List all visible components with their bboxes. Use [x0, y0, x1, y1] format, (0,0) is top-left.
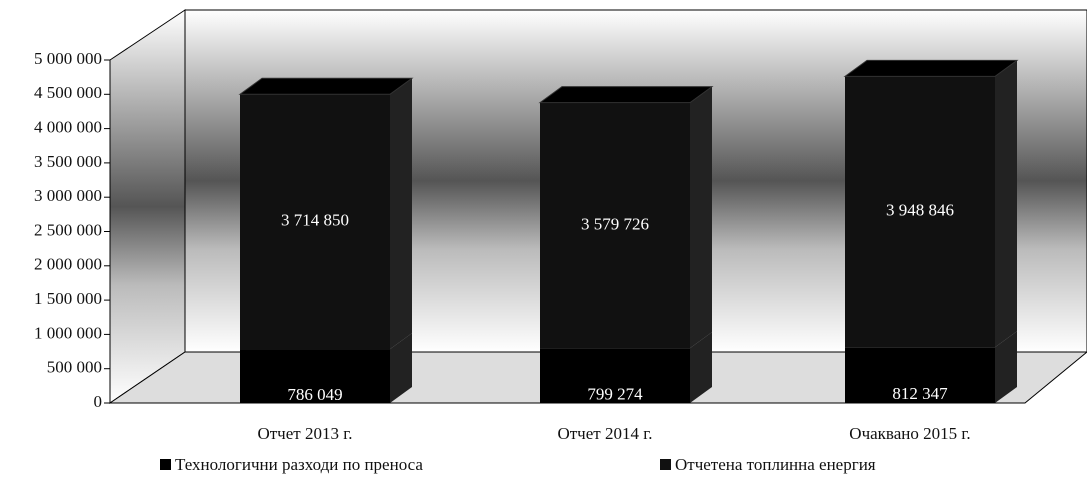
bar: [845, 76, 995, 348]
bar-top: [843, 59, 1019, 77]
data-label: 3 948 846: [886, 201, 954, 220]
y-tick-label: 2 500 000: [34, 220, 102, 239]
bar: [240, 94, 390, 350]
bar-side: [995, 60, 1017, 348]
bar-side: [690, 332, 712, 403]
x-tick-label: Отчет 2014 г.: [557, 424, 652, 443]
side-wall: [109, 9, 186, 404]
bar: [240, 349, 390, 403]
y-tick-label: 0: [94, 392, 103, 411]
y-tick-label: 4 500 000: [34, 83, 102, 102]
legend-label: Технологични разходи по преноса: [175, 455, 423, 474]
bar-side: [995, 331, 1017, 403]
y-tick-label: 1 500 000: [34, 289, 102, 308]
data-label: 3 714 850: [281, 211, 349, 230]
bar-side: [390, 78, 412, 350]
data-label: 799 274: [587, 384, 643, 403]
bar-top: [538, 86, 714, 104]
y-tick-label: 3 000 000: [34, 186, 102, 205]
x-tick-label: Отчет 2013 г.: [257, 424, 352, 443]
y-tick-label: 4 000 000: [34, 118, 102, 137]
legend-swatch: [160, 459, 171, 470]
bar-side: [690, 86, 712, 349]
y-tick-label: 1 000 000: [34, 323, 102, 342]
y-tick-label: 5 000 000: [34, 49, 102, 68]
data-label: 786 049: [287, 385, 342, 404]
y-tick-label: 500 000: [47, 358, 102, 377]
bar: [540, 102, 690, 349]
legend-label: Отчетена топлинна енергия: [675, 455, 876, 474]
bar-top: [238, 77, 414, 95]
bar: [845, 347, 995, 403]
data-label: 3 579 726: [581, 214, 649, 233]
legend-swatch: [660, 459, 671, 470]
x-tick-label: Очаквано 2015 г.: [849, 424, 970, 443]
y-tick-label: 2 000 000: [34, 255, 102, 274]
data-label: 812 347: [892, 384, 948, 403]
bar: [540, 348, 690, 403]
y-tick-label: 3 500 000: [34, 152, 102, 171]
bar-side: [390, 333, 412, 403]
